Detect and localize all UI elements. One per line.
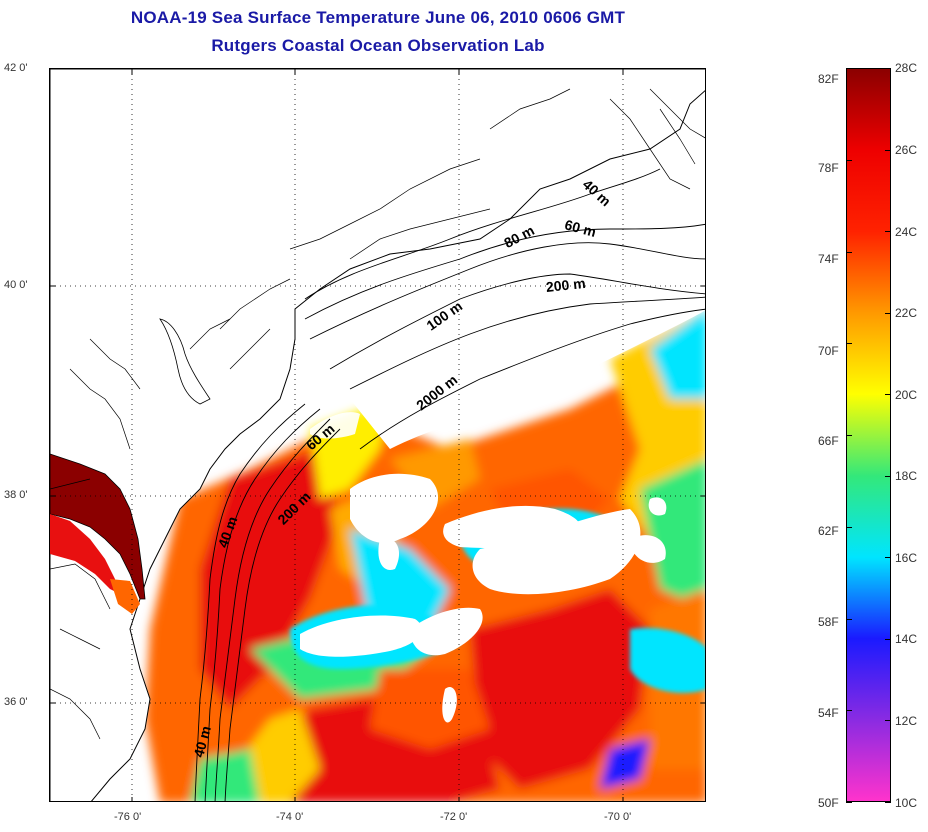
colorbar-label-18c: 18C: [895, 469, 918, 483]
contour-100m-south: [214, 418, 331, 801]
colorbar-label-70f: 70F: [818, 344, 839, 358]
colorbar-label-54f: 54F: [818, 706, 839, 720]
colorbar-label-20c: 20C: [895, 388, 918, 402]
lat-label-38: 38 0': [4, 489, 28, 501]
lon-label-76: -76 0': [114, 811, 142, 823]
coastline-detail: [50, 88, 705, 740]
chesapeake-bay: [50, 453, 146, 614]
contour-40m-north: [304, 168, 661, 300]
colorbar-tick-f: [846, 435, 852, 436]
colorbar-label-78f: 78F: [818, 161, 839, 175]
colorbar-label-16c: 16C: [895, 551, 918, 565]
colorbar-tick-c: [885, 557, 891, 559]
contour-60m: [304, 223, 705, 320]
colorbar-label-58f: 58F: [818, 615, 839, 629]
colorbar-label-66f: 66F: [818, 434, 839, 448]
contour-100m: [329, 273, 705, 370]
lat-label-42: 42 0': [4, 62, 28, 74]
map-subtitle: Rutgers Coastal Ocean Observation Lab: [211, 36, 545, 55]
lat-label-36: 36 0': [4, 696, 28, 708]
colorbar-tick-f: [846, 710, 852, 712]
colorbar-tick-c: [885, 312, 891, 314]
axis-ticks: [50, 69, 705, 801]
colorbar-tick-f: [846, 251, 852, 253]
lon-label-70: -70 0': [604, 811, 632, 823]
colorbar-label-62f: 62F: [818, 524, 839, 538]
colorbar-tick-c: [885, 475, 891, 477]
colorbar-tick-f: [846, 159, 852, 161]
colorbar-tick-f: [846, 68, 852, 69]
temperature-colorbar: [846, 68, 891, 802]
colorbar-label-26c: 26C: [895, 143, 918, 157]
colorbar-tick-c: [885, 394, 891, 396]
colorbar-tick-c: [885, 720, 891, 722]
delaware-bay: [159, 318, 211, 405]
colorbar-label-10c: 10C: [895, 796, 918, 810]
colorbar-label-50f: 50F: [818, 796, 839, 810]
colorbar-label-24c: 24C: [895, 225, 918, 239]
map-title: NOAA-19 Sea Surface Temperature June 06,…: [130, 8, 626, 27]
contour-200m-north: [349, 296, 705, 390]
colorbar-tick-f: [846, 526, 852, 528]
contour-2000m: [359, 308, 705, 450]
colorbar-tick-c: [885, 149, 891, 151]
colorbar-label-22c: 22C: [895, 306, 918, 320]
lon-label-74: -74 0': [276, 811, 304, 823]
colorbar-tick-f: [846, 618, 852, 620]
land: [50, 69, 705, 801]
bathymetry-contours: [194, 168, 705, 801]
sst-map-canvas: [50, 69, 705, 801]
colorbar-tick-c: [885, 68, 891, 69]
lat-label-40: 40 0': [4, 279, 28, 291]
colorbar-tick-c: [885, 638, 891, 640]
colorbar-tick-c: [885, 802, 891, 803]
contour-60m-south: [204, 408, 321, 801]
colorbar-label-12c: 12C: [895, 714, 918, 728]
colorbar-tick-f: [846, 343, 852, 345]
colorbar-label-28c: 28C: [895, 61, 918, 75]
colorbar-label-14c: 14C: [895, 632, 918, 646]
colorbar-tick-f: [846, 802, 852, 803]
contour-80m: [309, 242, 705, 340]
colorbar-label-82f: 82F: [818, 72, 839, 86]
colorbar-label-74f: 74F: [818, 252, 839, 266]
colorbar-tick-c: [885, 231, 891, 233]
contour-200m-south: [224, 428, 341, 801]
sst-map: 40 m 60 m 80 m 200 m 100 m 2000 m 60 m 2…: [49, 68, 706, 802]
contour-40m-south: [194, 403, 306, 801]
lon-label-72: -72 0': [440, 811, 468, 823]
